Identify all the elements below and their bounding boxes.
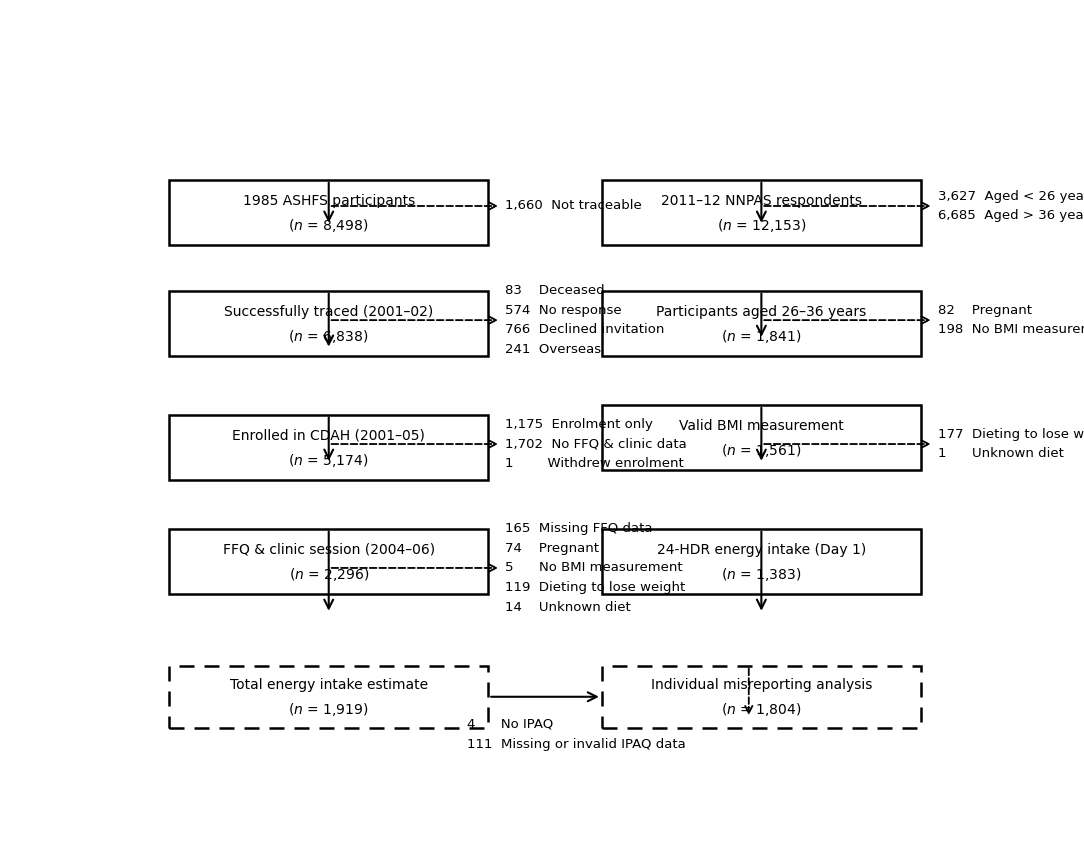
Text: 4      No IPAQ: 4 No IPAQ: [467, 718, 554, 731]
FancyBboxPatch shape: [169, 291, 488, 356]
Text: Total energy intake estimate: Total energy intake estimate: [230, 678, 428, 692]
Text: 119  Dieting to lose weight: 119 Dieting to lose weight: [505, 581, 685, 594]
Text: 74    Pregnant: 74 Pregnant: [505, 542, 599, 555]
Text: 1,660  Not traceable: 1,660 Not traceable: [505, 200, 642, 213]
Text: 6,685  Aged > 36 years: 6,685 Aged > 36 years: [938, 209, 1084, 222]
Text: 5      No BMI measurement: 5 No BMI measurement: [505, 562, 683, 574]
FancyBboxPatch shape: [169, 529, 488, 594]
Text: 1,702  No FFQ & clinic data: 1,702 No FFQ & clinic data: [505, 438, 687, 451]
Text: ($\it{n}$ = 12,153): ($\it{n}$ = 12,153): [717, 217, 806, 234]
Text: 241  Overseas: 241 Overseas: [505, 343, 602, 356]
Text: 83    Deceased: 83 Deceased: [505, 285, 605, 297]
Text: ($\it{n}$ = 1,383): ($\it{n}$ = 1,383): [721, 566, 802, 583]
Text: 2011–12 NNPAS respondents: 2011–12 NNPAS respondents: [661, 194, 862, 208]
Text: 82    Pregnant: 82 Pregnant: [938, 304, 1032, 317]
Text: 14    Unknown diet: 14 Unknown diet: [505, 601, 631, 613]
Text: ($\it{n}$ = 1,561): ($\it{n}$ = 1,561): [721, 442, 802, 459]
FancyBboxPatch shape: [169, 666, 488, 728]
Text: 574  No response: 574 No response: [505, 304, 622, 317]
Text: Successfully traced (2001–02): Successfully traced (2001–02): [224, 305, 434, 318]
Text: Valid BMI measurement: Valid BMI measurement: [679, 418, 843, 433]
Text: 3,627  Aged < 26 years: 3,627 Aged < 26 years: [938, 190, 1084, 202]
Text: ($\it{n}$ = 6,838): ($\it{n}$ = 6,838): [288, 328, 369, 345]
Text: 165  Missing FFQ data: 165 Missing FFQ data: [505, 523, 653, 535]
Text: ($\it{n}$ = 5,174): ($\it{n}$ = 5,174): [288, 451, 369, 469]
FancyBboxPatch shape: [602, 405, 921, 470]
FancyBboxPatch shape: [602, 529, 921, 594]
FancyBboxPatch shape: [169, 180, 488, 245]
FancyBboxPatch shape: [602, 666, 921, 728]
FancyBboxPatch shape: [169, 415, 488, 480]
Text: Enrolled in CDAH (2001–05): Enrolled in CDAH (2001–05): [232, 429, 425, 443]
Text: ($\it{n}$ = 1,919): ($\it{n}$ = 1,919): [288, 701, 369, 718]
Text: 111  Missing or invalid IPAQ data: 111 Missing or invalid IPAQ data: [467, 738, 686, 750]
FancyBboxPatch shape: [602, 180, 921, 245]
Text: 177  Dieting to lose weight: 177 Dieting to lose weight: [938, 428, 1084, 440]
Text: 1        Withdrew enrolment: 1 Withdrew enrolment: [505, 457, 684, 470]
Text: FFQ & clinic session (2004–06): FFQ & clinic session (2004–06): [222, 543, 435, 556]
Text: ($\it{n}$ = 2,296): ($\it{n}$ = 2,296): [288, 566, 369, 583]
Text: ($\it{n}$ = 1,804): ($\it{n}$ = 1,804): [721, 701, 802, 718]
FancyBboxPatch shape: [602, 291, 921, 356]
Text: ($\it{n}$ = 8,498): ($\it{n}$ = 8,498): [288, 217, 369, 234]
Text: 766  Declined invitation: 766 Declined invitation: [505, 324, 664, 336]
Text: Individual misreporting analysis: Individual misreporting analysis: [650, 678, 872, 692]
Text: 24-HDR energy intake (Day 1): 24-HDR energy intake (Day 1): [657, 543, 866, 556]
Text: 1,175  Enrolment only: 1,175 Enrolment only: [505, 418, 653, 431]
Text: 1      Unknown diet: 1 Unknown diet: [938, 447, 1063, 460]
Text: ($\it{n}$ = 1,841): ($\it{n}$ = 1,841): [721, 328, 802, 345]
Text: 198  No BMI measurement: 198 No BMI measurement: [938, 324, 1084, 336]
Text: 1985 ASHFS participants: 1985 ASHFS participants: [243, 194, 415, 208]
Text: Participants aged 26–36 years: Participants aged 26–36 years: [656, 305, 866, 318]
